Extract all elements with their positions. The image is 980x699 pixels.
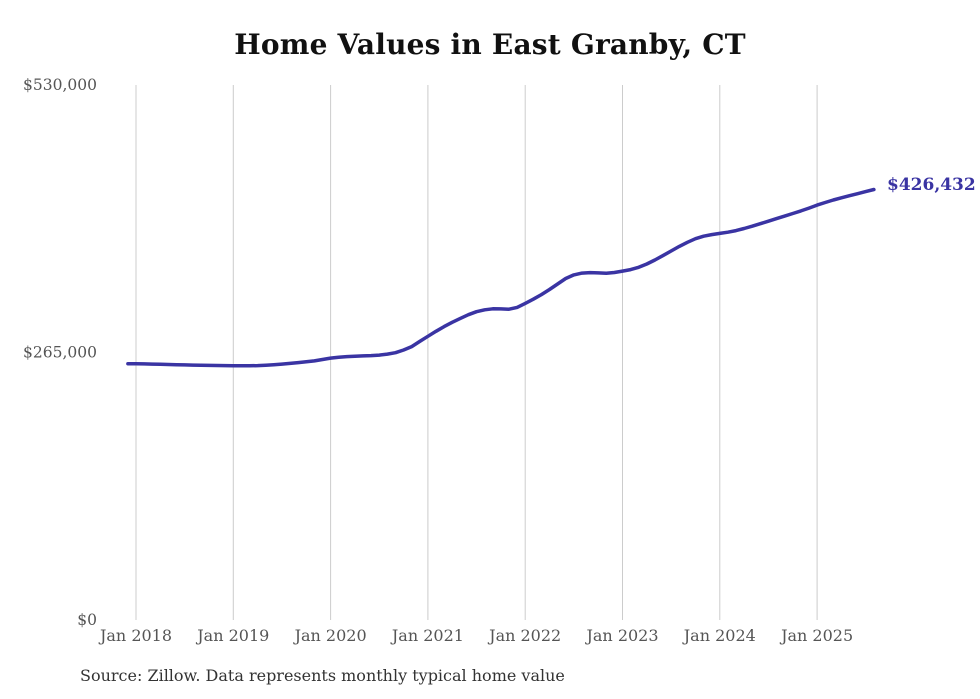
end-value-label: $426,432 xyxy=(887,175,976,195)
x-tick-label: Jan 2023 xyxy=(584,626,658,645)
x-tick-label: Jan 2025 xyxy=(779,626,853,645)
y-tick-label: $530,000 xyxy=(23,76,97,94)
x-tick-label: Jan 2021 xyxy=(390,626,464,645)
home-value-line xyxy=(126,187,876,368)
y-tick-label: $0 xyxy=(77,611,97,629)
y-tick-label: $265,000 xyxy=(23,344,97,362)
x-tick-label: Jan 2022 xyxy=(487,626,561,645)
x-tick-label: Jan 2019 xyxy=(195,626,269,645)
x-tick-label: Jan 2024 xyxy=(682,626,756,645)
chart-title: Home Values in East Granby, CT xyxy=(234,28,746,61)
x-tick-label: Jan 2020 xyxy=(293,626,367,645)
source-note: Source: Zillow. Data represents monthly … xyxy=(80,666,565,685)
x-tick-label: Jan 2018 xyxy=(98,626,172,645)
